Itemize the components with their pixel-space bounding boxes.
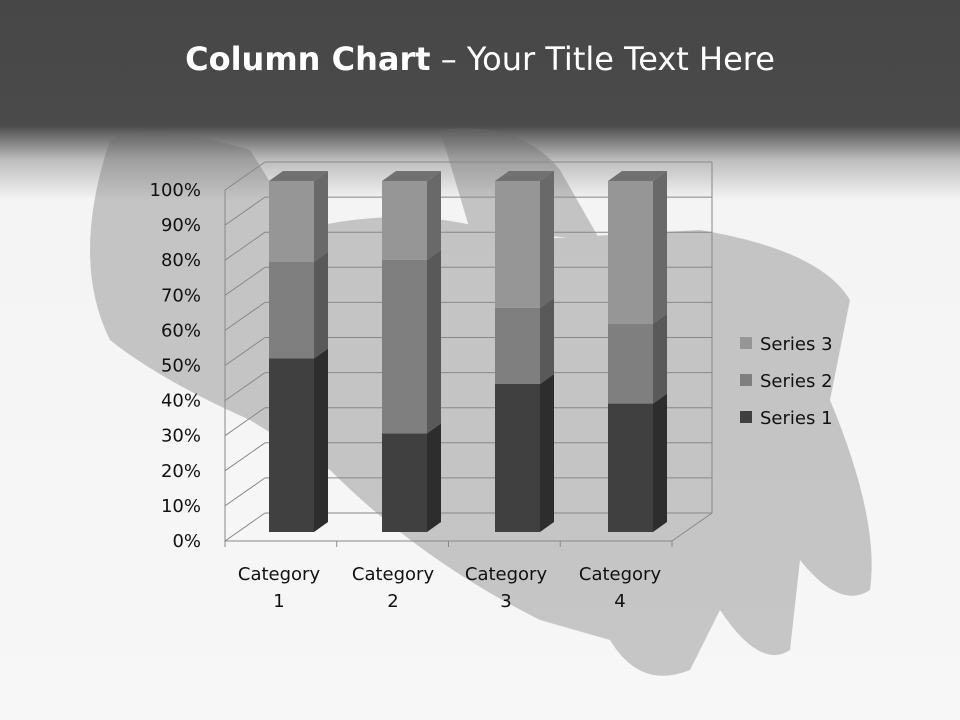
gridline-side xyxy=(224,266,266,296)
gridline-side xyxy=(224,196,266,226)
glove-background-image xyxy=(90,128,872,676)
bar-segment-front xyxy=(608,323,653,404)
gridline-side xyxy=(224,372,266,402)
y-tick-label: 80% xyxy=(161,250,201,271)
bar-segment-side xyxy=(314,251,328,359)
bar-segment-top xyxy=(495,171,554,181)
bar-segment-front xyxy=(608,181,653,324)
gridline-side xyxy=(224,301,266,331)
bar-segment-front xyxy=(608,403,653,532)
legend-label: Series 2 xyxy=(760,371,833,392)
gridline-side xyxy=(224,161,266,191)
x-category-label: Category xyxy=(352,564,435,585)
y-tick-label: 70% xyxy=(161,285,201,306)
y-tick-label: 30% xyxy=(161,426,201,447)
bar-segment-side xyxy=(427,249,441,434)
bar-segment-front xyxy=(495,181,540,308)
bar-segment-front xyxy=(269,181,314,262)
title-bold: Column Chart xyxy=(185,40,431,78)
slide-title: Column Chart – Your Title Text Here xyxy=(0,40,960,78)
x-category-label: 1 xyxy=(273,591,284,612)
gridline-side xyxy=(224,231,266,261)
bar-segment-side xyxy=(427,171,441,260)
bar-segment-front xyxy=(269,261,314,359)
y-tick-label: 60% xyxy=(161,320,201,341)
bar-segment-side xyxy=(540,297,554,384)
legend-swatch xyxy=(740,411,752,423)
floor-edge xyxy=(671,512,713,542)
x-category-label: Category xyxy=(579,564,662,585)
x-category-label: 3 xyxy=(500,591,511,612)
title-rest: – Your Title Text Here xyxy=(430,40,775,78)
bar-segment-side xyxy=(653,171,667,324)
x-category-label: Category xyxy=(238,564,321,585)
bar-segment-side xyxy=(314,171,328,262)
bar-segment-front xyxy=(382,433,427,532)
gridline-side xyxy=(224,512,266,542)
x-category-label: 2 xyxy=(387,591,398,612)
y-tick-label: 20% xyxy=(161,461,201,482)
legend-label: Series 3 xyxy=(760,334,833,355)
y-tick-label: 10% xyxy=(161,496,201,517)
y-tick-label: 0% xyxy=(172,531,201,552)
y-tick-label: 90% xyxy=(161,215,201,236)
bar-segment-top xyxy=(269,171,328,181)
gridline-side xyxy=(224,407,266,437)
legend-label: Series 1 xyxy=(760,408,833,429)
y-tick-label: 100% xyxy=(150,180,201,201)
y-tick-label: 40% xyxy=(161,391,201,412)
bar-segment-front xyxy=(382,181,427,260)
bar-segment-top xyxy=(382,171,441,181)
legend-swatch xyxy=(740,374,752,386)
bar-segment-top xyxy=(608,171,667,181)
legend-swatch xyxy=(740,337,752,349)
gridline-side xyxy=(224,442,266,472)
bar-segment-side xyxy=(540,171,554,308)
bar-segment-side xyxy=(540,373,554,532)
bar-segment-front xyxy=(495,383,540,532)
gridline-side xyxy=(224,337,266,366)
x-category-label: 4 xyxy=(614,591,625,612)
bar-segment-side xyxy=(653,313,667,404)
bar-segment-side xyxy=(653,393,667,532)
bar-segment-front xyxy=(269,358,314,532)
bar-segment-side xyxy=(427,423,441,532)
gridline-side xyxy=(224,477,266,507)
y-tick-label: 50% xyxy=(161,356,201,377)
bar-segment-side xyxy=(314,348,328,532)
bar-segment-front xyxy=(382,259,427,434)
bar-segment-front xyxy=(495,307,540,384)
x-category-label: Category xyxy=(465,564,548,585)
